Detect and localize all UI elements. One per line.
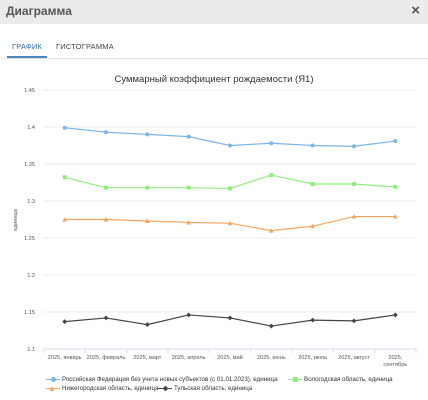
x-tick-label-line: 2025, апрель bbox=[172, 355, 206, 361]
x-tick-label: 2025, июнь bbox=[257, 355, 286, 361]
y-tick-label: 1.3 bbox=[27, 199, 35, 205]
data-point[interactable] bbox=[186, 312, 192, 318]
data-point[interactable] bbox=[104, 185, 108, 190]
data-point[interactable] bbox=[103, 315, 109, 321]
data-point[interactable] bbox=[392, 312, 398, 318]
data-point[interactable] bbox=[145, 185, 150, 190]
data-point[interactable] bbox=[227, 220, 233, 226]
x-tick-label-line: 2025, bbox=[388, 355, 402, 361]
legend-marker-icon bbox=[46, 386, 60, 392]
legend-item[interactable]: Нижегородская область, единица bbox=[46, 385, 158, 392]
legend-item[interactable]: Тульская область, единица bbox=[158, 385, 252, 392]
data-point[interactable] bbox=[186, 185, 191, 190]
legend-marker-icon bbox=[288, 377, 302, 383]
data-point[interactable] bbox=[269, 173, 274, 178]
tab-bar: ГРАФИК ГИСТОГРАММА bbox=[0, 36, 428, 59]
data-point[interactable] bbox=[310, 223, 315, 229]
y-tick-label: 1.45 bbox=[24, 88, 35, 94]
legend-marker-icon bbox=[46, 377, 60, 383]
data-point[interactable] bbox=[269, 228, 274, 233]
x-tick-label-line: сентябрь bbox=[383, 362, 407, 368]
data-point[interactable] bbox=[393, 214, 398, 219]
data-point[interactable] bbox=[352, 144, 356, 149]
data-point[interactable] bbox=[310, 181, 315, 186]
data-point[interactable] bbox=[227, 315, 233, 321]
data-point[interactable] bbox=[62, 319, 68, 325]
x-tick-label: 2025, май bbox=[217, 354, 243, 361]
data-point[interactable] bbox=[269, 141, 274, 146]
x-tick-label-line: 2025, август bbox=[338, 355, 370, 361]
data-point[interactable] bbox=[351, 318, 357, 324]
axes: 1.1 1.15 1.2 1.25 1.3 1.35 1.4 1.45 2025, январь… bbox=[24, 88, 417, 368]
x-tick-label: 2025, апрель bbox=[172, 355, 206, 361]
data-point[interactable] bbox=[351, 214, 357, 219]
y-axis-title: единица bbox=[13, 208, 19, 231]
y-tick-label: 1.4 bbox=[27, 125, 35, 131]
y-tick-label: 1.15 bbox=[24, 310, 35, 316]
y-tick-label: 1.25 bbox=[24, 236, 35, 242]
y-tick-label: 1.1 bbox=[27, 347, 35, 353]
x-tick-label-line: 2025, май bbox=[217, 354, 243, 361]
x-tick-label-line: 2025, февраль bbox=[87, 355, 126, 361]
x-tick-label: 2025, январь bbox=[48, 355, 82, 361]
legend-label: Российская Федерация без учета новых суб… bbox=[62, 376, 278, 383]
series-2 bbox=[62, 173, 398, 191]
dialog-title: Диаграмма bbox=[6, 4, 72, 18]
y-tick-label: 1.35 bbox=[24, 162, 35, 168]
data-point[interactable] bbox=[144, 322, 150, 327]
data-point[interactable] bbox=[145, 132, 150, 137]
tab-histogram[interactable]: ГИСТОГРАММА bbox=[56, 42, 114, 51]
data-point[interactable] bbox=[62, 175, 67, 180]
data-point[interactable] bbox=[62, 217, 67, 222]
dialog-header: Диаграмма × bbox=[0, 0, 428, 24]
data-point[interactable] bbox=[104, 130, 108, 135]
data-point[interactable] bbox=[103, 217, 109, 222]
x-tick-label: 2025, февраль bbox=[87, 355, 126, 361]
close-icon[interactable]: × bbox=[411, 2, 420, 19]
data-point[interactable] bbox=[393, 184, 398, 189]
x-tick-label: 2025, август bbox=[338, 355, 370, 361]
data-point[interactable] bbox=[228, 186, 232, 191]
data-point[interactable] bbox=[268, 323, 274, 329]
legend-label: Тульская область, единица bbox=[174, 385, 253, 392]
line-chart: Суммарный коэффициент рождаемости (Я1) 1… bbox=[13, 74, 417, 368]
legend-item[interactable]: Российская Федерация без учета новых суб… bbox=[46, 376, 278, 383]
series-layer bbox=[62, 125, 398, 329]
x-tick-label: 2025, сентябрь bbox=[383, 355, 407, 368]
tab-chart[interactable]: ГРАФИК bbox=[12, 42, 42, 51]
legend-marker-icon bbox=[158, 385, 172, 392]
x-tick-label: 2025, март bbox=[133, 355, 161, 361]
series-3 bbox=[62, 214, 398, 233]
data-point[interactable] bbox=[310, 317, 316, 323]
data-point[interactable] bbox=[186, 134, 191, 139]
data-point[interactable] bbox=[352, 181, 356, 186]
legend-item[interactable]: Вологодская область, единица bbox=[288, 376, 393, 383]
data-point[interactable] bbox=[62, 125, 67, 130]
legend-label: Нижегородская область, единица bbox=[62, 385, 159, 392]
x-tick-label-line: 2025, июль bbox=[298, 355, 327, 361]
x-tick-label-line: 2025, июнь bbox=[257, 355, 286, 361]
data-point[interactable] bbox=[145, 218, 150, 223]
chart-title: Суммарный коэффициент рождаемости (Я1) bbox=[114, 74, 313, 85]
x-tick-label-line: 2025, март bbox=[133, 355, 161, 361]
data-point[interactable] bbox=[186, 220, 191, 225]
x-tick-label: 2025, июль bbox=[298, 355, 327, 361]
legend-label: Вологодская область, единица bbox=[304, 376, 393, 383]
data-point[interactable] bbox=[393, 139, 398, 144]
data-point[interactable] bbox=[310, 143, 315, 148]
series-line bbox=[64, 127, 396, 147]
x-tick-label-line: 2025, январь bbox=[48, 355, 82, 361]
y-tick-label: 1.2 bbox=[27, 273, 35, 279]
series-4 bbox=[62, 312, 398, 329]
series-1 bbox=[62, 125, 398, 149]
data-point[interactable] bbox=[228, 143, 232, 148]
active-tab-indicator bbox=[7, 56, 47, 58]
